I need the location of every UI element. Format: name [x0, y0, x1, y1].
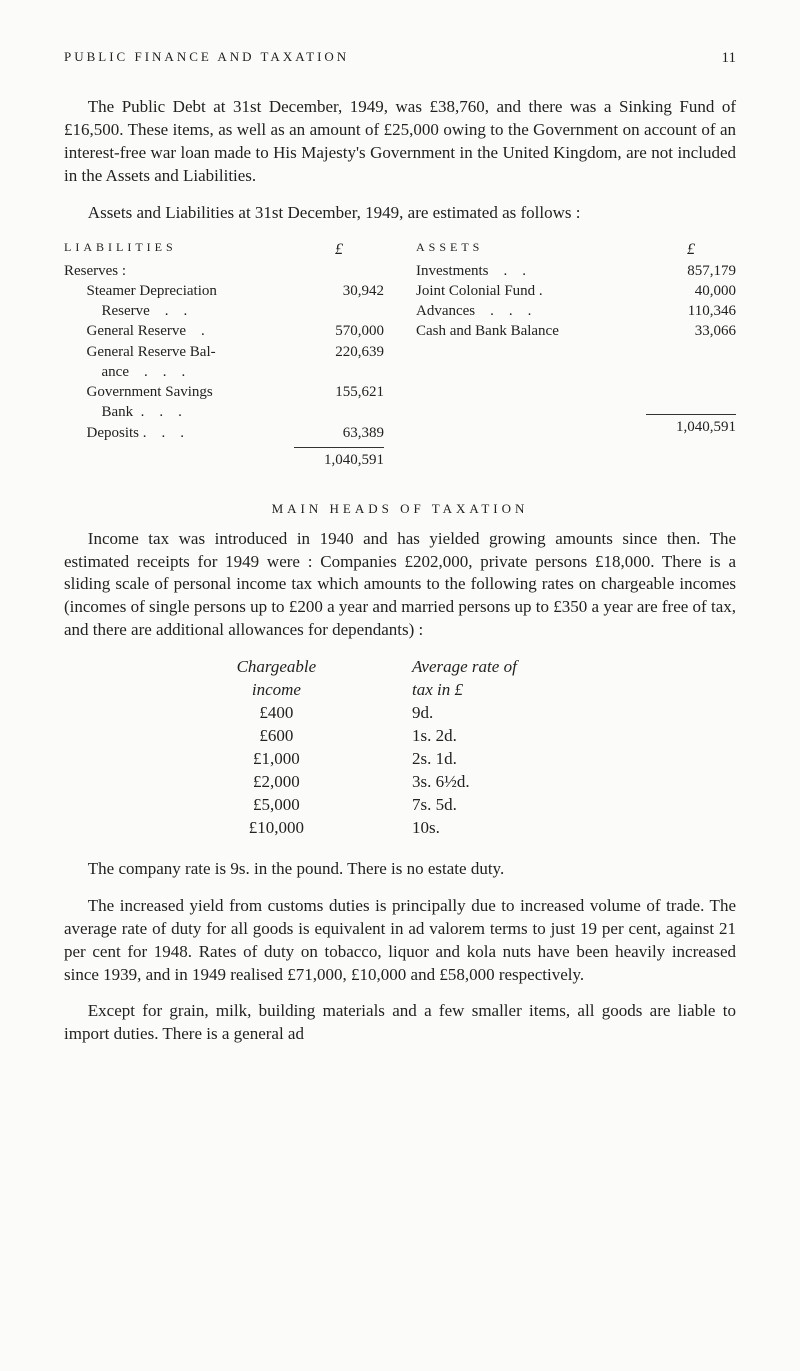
tax-row: £5,0007s. 5d. [165, 794, 635, 817]
tax-income: £600 [165, 725, 388, 748]
body-paragraph: Income tax was introduced in 1940 and ha… [64, 528, 736, 643]
tax-rate: 1s. 2d. [388, 725, 635, 748]
ledger-amount: 155,621 [294, 382, 384, 402]
ledger-row: Cash and Bank Balance33,066 [416, 321, 736, 341]
ledger-amount: 570,000 [294, 321, 384, 341]
tax-row: £10,00010s. [165, 817, 635, 840]
tax-rate: 10s. [388, 817, 635, 840]
liabilities-heading: LIABILITIES [64, 239, 294, 257]
ledger-label: Deposits . . . [64, 423, 294, 443]
section-heading: MAIN HEADS OF TAXATION [64, 500, 736, 518]
running-head: PUBLIC FINANCE AND TAXATION 11 [64, 48, 736, 68]
tax-table-header: Chargeable Average rate of [165, 656, 635, 679]
liabilities-column: LIABILITIES £ Reserves : Steamer Depreci… [64, 239, 400, 470]
tax-row: £6001s. 2d. [165, 725, 635, 748]
tax-rate-table: Chargeable Average rate of income tax in… [165, 656, 635, 840]
body-paragraph: The Public Debt at 31st December, 1949, … [64, 96, 736, 188]
ledger-amount: 857,179 [646, 261, 736, 281]
body-paragraph: The company rate is 9s. in the pound. Th… [64, 858, 736, 881]
ledger-label: Government Savings Bank . . . [64, 382, 294, 423]
reserves-label: Reserves : [64, 261, 294, 281]
tax-income: £5,000 [165, 794, 388, 817]
assets-heading: ASSETS [416, 239, 646, 257]
tax-row: £4009d. [165, 702, 635, 725]
page-number: 11 [722, 48, 736, 68]
ledger-row: Advances . . .110,346 [416, 301, 736, 321]
ledger-row: Deposits . . .63,389 [64, 423, 384, 443]
ledger-amount: 33,066 [646, 321, 736, 341]
balance-ledger: LIABILITIES £ Reserves : Steamer Depreci… [64, 239, 736, 470]
assets-total-row: 1,040,591 [416, 410, 736, 437]
ledger-label: Joint Colonial Fund . [416, 281, 646, 301]
page: PUBLIC FINANCE AND TAXATION 11 The Publi… [0, 0, 800, 1371]
tax-income: £1,000 [165, 748, 388, 771]
body-paragraph: Except for grain, milk, building materia… [64, 1000, 736, 1046]
tax-row: £1,0002s. 1d. [165, 748, 635, 771]
assets-column: ASSETS £ Investments . .857,179Joint Col… [400, 239, 736, 470]
tax-rate: 7s. 5d. [388, 794, 635, 817]
tax-rate: 3s. 6½d. [388, 771, 635, 794]
currency-symbol: £ [646, 239, 736, 261]
ledger-label: Advances . . . [416, 301, 646, 321]
ledger-label: General Reserve . [64, 321, 294, 341]
col-header-income: Chargeable [165, 656, 388, 679]
ledger-amount: 40,000 [646, 281, 736, 301]
tax-income: £400 [165, 702, 388, 725]
col-header-rate-2: tax in £ [388, 679, 635, 702]
assets-total: 1,040,591 [646, 414, 736, 437]
ledger-label: Investments . . [416, 261, 646, 281]
ledger-label: General Reserve Bal- ance . . . [64, 342, 294, 383]
ledger-row: General Reserve Bal- ance . . .220,639 [64, 342, 384, 383]
col-header-rate: Average rate of [388, 656, 635, 679]
tax-rate: 2s. 1d. [388, 748, 635, 771]
ledger-row: Joint Colonial Fund .40,000 [416, 281, 736, 301]
ledger-row: Government Savings Bank . . .155,621 [64, 382, 384, 423]
ledger-label: Steamer Depreciation Reserve . . [64, 281, 294, 322]
currency-symbol: £ [294, 239, 384, 261]
ledger-amount: 220,639 [294, 342, 384, 362]
ledger-row: Steamer Depreciation Reserve . .30,942 [64, 281, 384, 322]
body-paragraph: Assets and Liabilities at 31st December,… [64, 202, 736, 225]
col-header-income-2: income [165, 679, 388, 702]
ledger-row: Investments . .857,179 [416, 261, 736, 281]
tax-table-header-2: income tax in £ [165, 679, 635, 702]
running-title: PUBLIC FINANCE AND TAXATION [64, 48, 349, 68]
tax-row: £2,0003s. 6½d. [165, 771, 635, 794]
tax-income: £10,000 [165, 817, 388, 840]
ledger-label: Cash and Bank Balance [416, 321, 646, 341]
ledger-row: General Reserve .570,000 [64, 321, 384, 341]
liabilities-total: 1,040,591 [294, 447, 384, 470]
tax-income: £2,000 [165, 771, 388, 794]
reserves-label-row: Reserves : [64, 261, 384, 281]
liabilities-total-row: 1,040,591 [64, 443, 384, 470]
ledger-amount: 63,389 [294, 423, 384, 443]
body-paragraph: The increased yield from customs duties … [64, 895, 736, 987]
tax-rate: 9d. [388, 702, 635, 725]
ledger-amount: 30,942 [294, 281, 384, 301]
ledger-amount: 110,346 [646, 301, 736, 321]
